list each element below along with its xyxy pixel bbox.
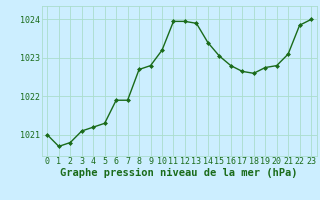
X-axis label: Graphe pression niveau de la mer (hPa): Graphe pression niveau de la mer (hPa): [60, 168, 298, 178]
